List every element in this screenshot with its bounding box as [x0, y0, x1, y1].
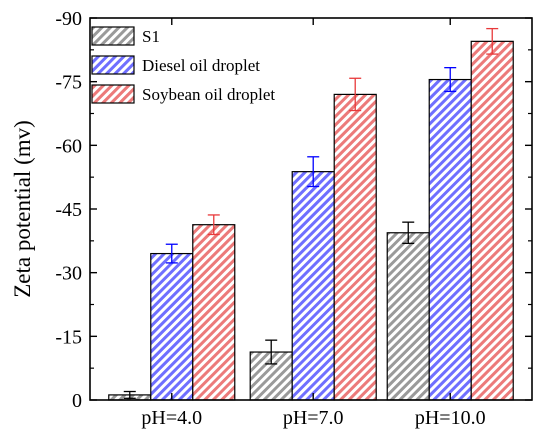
error-bar-1-2 — [265, 339, 278, 365]
x-tick-label: pH=10.0 — [415, 407, 486, 429]
error-bar-1-1 — [123, 390, 136, 399]
error-bar-2-3 — [444, 67, 457, 93]
bar-2-2 — [291, 171, 335, 401]
y-axis-label: Zeta potential (mv) — [10, 120, 35, 298]
bar-1-3 — [386, 232, 430, 401]
error-bar-1-3 — [402, 221, 415, 245]
legend-swatch — [91, 26, 135, 46]
legend-item-2: Diesel oil droplet — [91, 55, 260, 75]
y-tick-label: -60 — [55, 135, 82, 157]
bar-3-1 — [192, 224, 236, 401]
y-tick-label: -45 — [55, 199, 82, 221]
bar-2-1 — [150, 252, 194, 401]
tick-labels-layer: 0 -15 -30 -45 -60 -75 -90 pH=4.0 pH=7.0 pH=10.0 — [55, 8, 485, 429]
axes-layer — [89, 17, 533, 401]
legend: S1 Diesel oil droplet Soybean oil droplet — [91, 26, 275, 104]
legend-item-1: S1 — [91, 26, 160, 46]
error-bar-3-2 — [349, 77, 362, 112]
legend-label: Soybean oil droplet — [142, 85, 275, 104]
y-tick-label: -30 — [55, 263, 82, 285]
y-tick-label: -15 — [55, 326, 82, 348]
legend-label: Diesel oil droplet — [142, 56, 260, 75]
error-bars-layer — [123, 27, 499, 399]
error-bar-2-2 — [307, 156, 320, 188]
bar-3-3 — [470, 40, 514, 401]
error-bar-3-3 — [486, 27, 499, 55]
bar-3-2 — [333, 93, 377, 401]
legend-swatch — [91, 84, 135, 104]
x-tick-label: pH=4.0 — [141, 407, 202, 429]
legend-swatch — [91, 55, 135, 75]
y-tick-label: -75 — [55, 72, 82, 94]
y-tick-label: 0 — [72, 390, 82, 412]
legend-label: S1 — [142, 27, 160, 46]
y-tick-label: -90 — [55, 8, 82, 30]
error-bar-2-1 — [165, 243, 178, 264]
legend-item-3: Soybean oil droplet — [91, 84, 275, 104]
bar-2-3 — [428, 78, 472, 401]
error-bar-3-1 — [207, 214, 220, 236]
x-tick-label: pH=7.0 — [283, 407, 344, 429]
